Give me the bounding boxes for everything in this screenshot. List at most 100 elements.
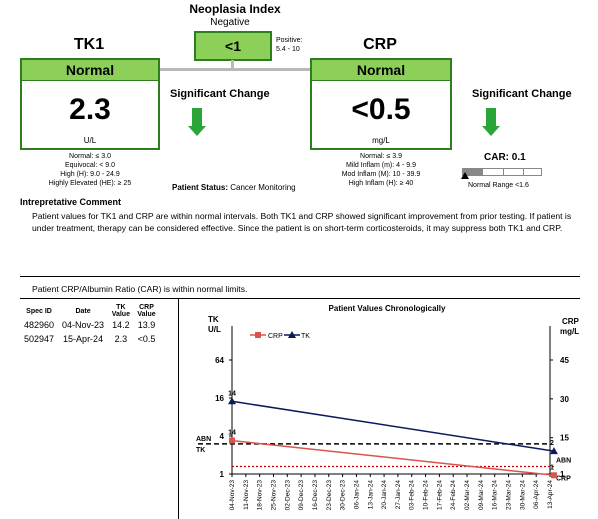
neoplasia-title: Neoplasia Index	[189, 2, 281, 16]
tk1-ref-highly-elevated: Highly Elevated (HE): ≥ 25	[48, 180, 132, 187]
neoplasia-value: <1	[225, 38, 241, 54]
car-marker-icon	[461, 172, 469, 179]
chart-legend: CRP TK	[250, 331, 310, 340]
abn-crp-label-1: ABN	[556, 457, 571, 464]
tk1-reference: Normal: ≤ 3.0 Equivocal: < 9.0 High (H):…	[20, 152, 160, 188]
x-tick-label: 30-Mar-24	[519, 480, 526, 510]
x-tick-label: 13-Apr-24	[547, 480, 554, 509]
legend-tk: TK	[301, 333, 310, 340]
x-tick-label: 04-Nov-23	[229, 480, 236, 511]
neoplasia-positive: Positive: 5.4 - 10	[276, 36, 316, 54]
tk-data-label: 14	[228, 390, 236, 397]
crp-data-label: 14	[228, 430, 236, 437]
right-axis-label-1: CRP	[562, 317, 580, 326]
tk-data-label: 2	[550, 440, 554, 447]
crp-reference: Normal: ≤ 3.9 Mild Inflam (m): 4 - 9.9 M…	[310, 152, 452, 188]
patient-status-label: Patient Status:	[172, 183, 229, 192]
neoplasia-positive-range: 5.4 - 10	[276, 46, 300, 53]
x-tick-label: 06-Jan-24	[353, 480, 360, 510]
table-divider	[178, 298, 179, 519]
left-tick-label: 16	[215, 394, 224, 403]
x-tick-label: 23-Dec-23	[326, 480, 333, 511]
comment-heading: Intrepretative Comment	[20, 197, 122, 207]
crp-ref-mild: Mild Inflam (m): 4 - 9.9	[345, 162, 416, 169]
row-tk: 2.3	[114, 334, 128, 344]
col-crp: CRP Value	[137, 304, 156, 318]
car-label: CAR: 0.1	[484, 152, 526, 163]
tk1-card: Normal 2.3 U/L	[20, 58, 160, 150]
right-tick-label: 15	[560, 434, 569, 443]
neoplasia-value-box: <1	[194, 31, 272, 61]
col-tk: TK Value	[111, 304, 130, 318]
left-axis-label-1: TK	[208, 315, 219, 324]
crp-ref-moderate: Mod Inflam (M): 10 - 39.9	[341, 171, 421, 178]
row-spec-id: 502947	[24, 334, 55, 344]
chart-title: Patient Values Chronologically	[329, 304, 446, 313]
legend-crp: CRP	[268, 333, 283, 340]
connector-vertical	[231, 60, 234, 70]
x-tick-label: 25-Nov-23	[270, 480, 277, 511]
tk1-ref-high: High (H): 9.0 - 24.9	[60, 171, 120, 178]
tk1-ref-normal: Normal: ≤ 3.0	[69, 153, 111, 160]
left-axis-label-2: U/L	[208, 325, 221, 334]
tk-point	[549, 447, 558, 455]
neoplasia-positive-label: Positive:	[276, 37, 303, 44]
car-normal-segment	[463, 169, 483, 175]
crp-ref-normal: Normal: ≤ 3.9	[360, 153, 402, 160]
x-tick-label: 13-Jan-24	[367, 480, 374, 510]
comment-text: Patient values for TK1 and CRP are withi…	[32, 211, 572, 233]
abn-crp-label-2: CRP	[556, 475, 571, 482]
row-spec-id: 482960	[24, 320, 55, 330]
x-tick-label: 24-Feb-24	[450, 480, 457, 510]
x-tick-label: 02-Dec-23	[284, 480, 291, 511]
row-date: 15-Apr-24	[63, 334, 104, 344]
table-row: 502947 15-Apr-24 2.3 <0.5	[20, 332, 159, 346]
crp-data-label: 1	[550, 464, 554, 471]
results-table: Spec ID Date TK Value CRP Value 482960 04-…	[20, 304, 159, 346]
tk1-unit: U/L	[83, 136, 97, 145]
x-tick-label: 16-Mar-24	[492, 480, 499, 510]
crp-title: CRP	[363, 36, 397, 53]
x-tick-label: 09-Dec-23	[298, 480, 305, 511]
divider-bottom	[20, 298, 580, 299]
left-tick-label: 1	[220, 470, 225, 479]
x-tick-label: 23-Mar-24	[506, 480, 513, 510]
car-note: Patient CRP/Albumin Ratio (CAR) is withi…	[32, 284, 248, 294]
left-tick-label: 64	[215, 356, 224, 365]
x-tick-label: 16-Dec-23	[312, 480, 319, 511]
patient-status-value: Cancer Monitoring	[230, 183, 296, 192]
crp-unit: mg/L	[372, 136, 390, 145]
x-tick-label: 02-Mar-24	[464, 480, 471, 510]
row-crp: 13.9	[137, 320, 156, 330]
x-tick-label: 10-Feb-24	[423, 480, 430, 510]
tk1-ref-equivocal: Equivocal: < 9.0	[64, 162, 115, 169]
tk-series-line	[231, 400, 555, 452]
x-tick-label: 11-Nov-23	[243, 480, 250, 510]
crp-status: Normal	[312, 60, 450, 81]
x-tick-label: 27-Jan-24	[395, 480, 402, 510]
row-crp: <0.5	[137, 334, 156, 344]
tk1-status: Normal	[22, 60, 158, 81]
abn-tk-label-2: TK	[196, 447, 205, 454]
abn-tk-label-1: ABN	[196, 436, 211, 443]
right-tick-label: 1	[560, 470, 565, 479]
x-tick-label: 18-Nov-23	[257, 480, 264, 511]
x-tick-label: 09-Mar-24	[478, 480, 485, 510]
col-date: Date	[75, 307, 91, 315]
car-range-label: Normal Range <1.6	[468, 182, 529, 189]
right-tick-label: 45	[560, 356, 569, 365]
row-tk: 14.2	[112, 320, 130, 330]
neoplasia-status: Negative	[210, 17, 250, 28]
x-tick-label: 03-Feb-24	[409, 480, 416, 510]
x-tick-label: 20-Jan-24	[381, 480, 388, 510]
crp-change-label: Significant Change	[472, 88, 572, 100]
connector-horizontal	[158, 68, 310, 71]
crp-point	[229, 437, 235, 444]
divider-top	[20, 276, 580, 277]
crp-card: Normal <0.5 mg/L	[310, 58, 452, 150]
car-range-bar	[462, 168, 542, 176]
col-spec-id: Spec ID	[26, 307, 52, 315]
tk1-title: TK1	[73, 36, 105, 53]
table-row: 482960 04-Nov-23 14.2 13.9	[20, 318, 159, 332]
x-tick-label: 06-Apr-24	[533, 480, 540, 509]
